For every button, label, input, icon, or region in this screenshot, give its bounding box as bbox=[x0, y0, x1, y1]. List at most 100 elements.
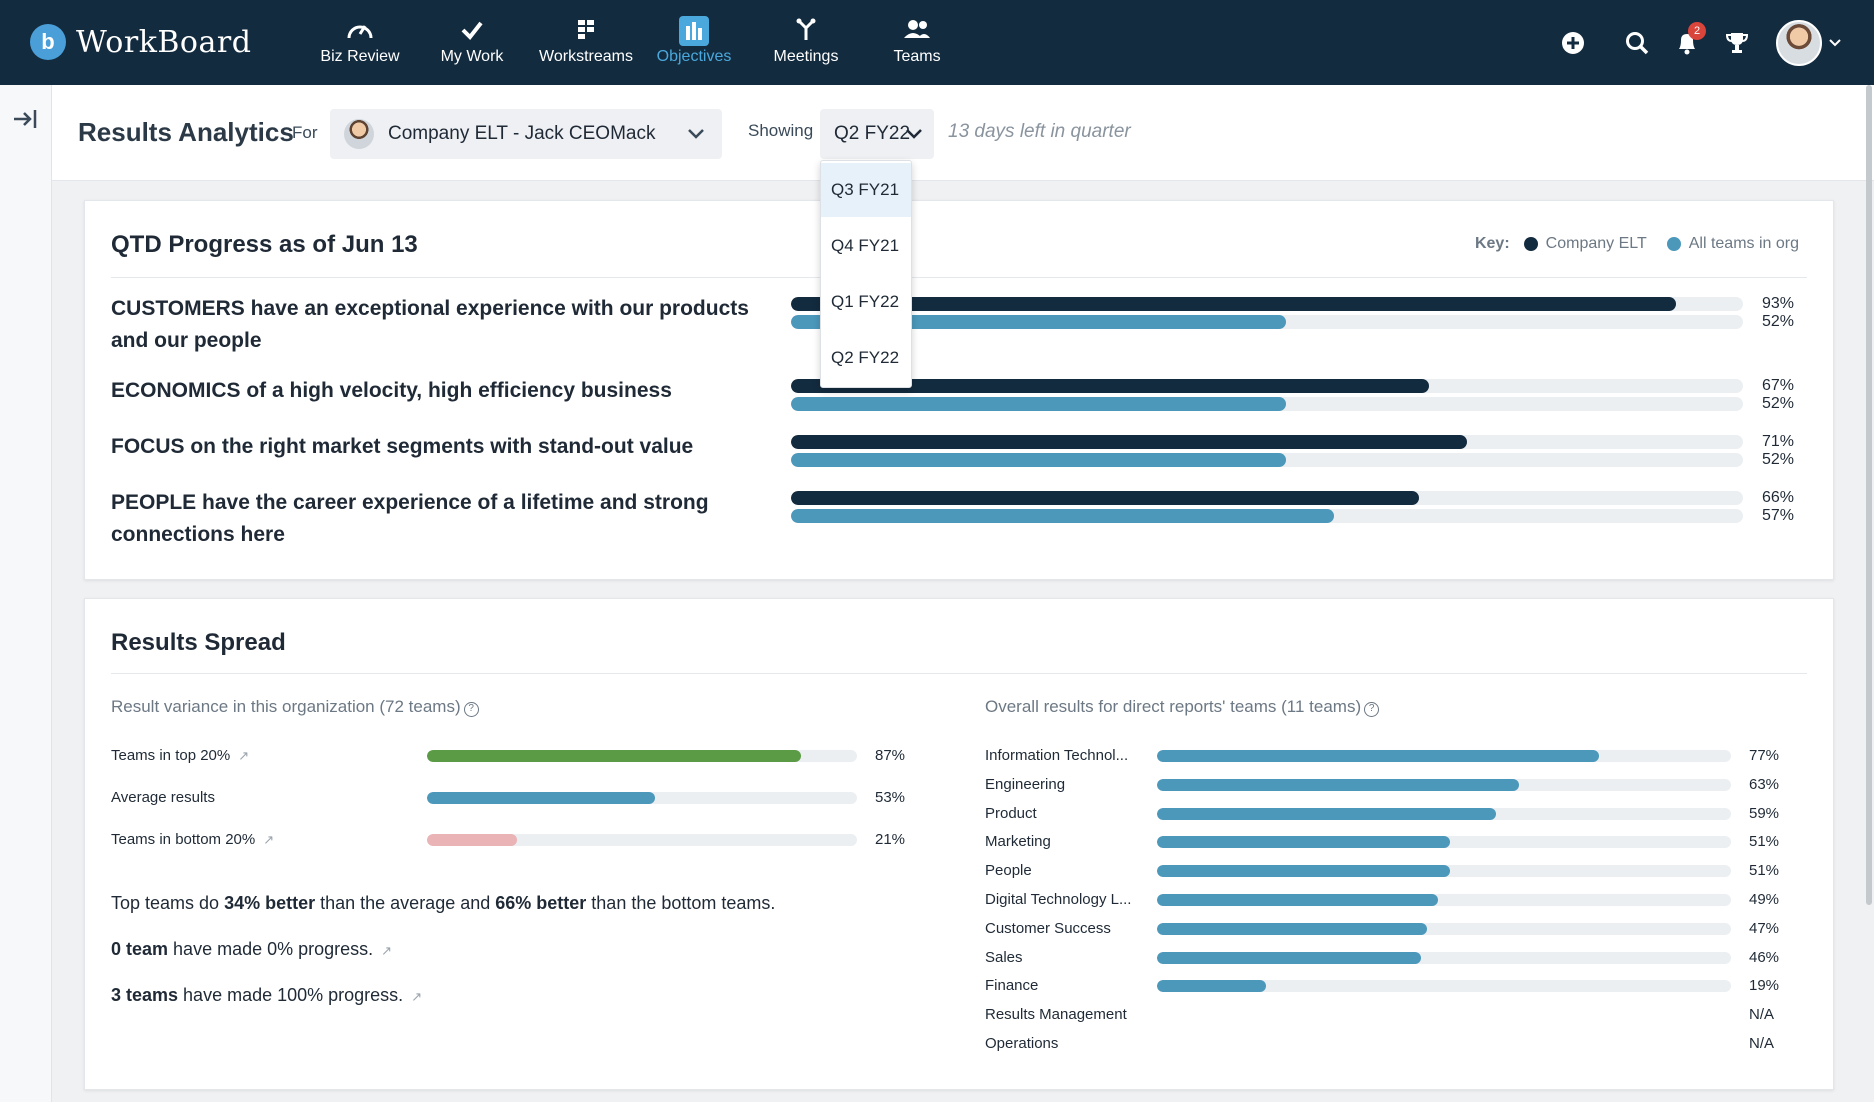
app-logo[interactable]: b WorkBoard bbox=[30, 24, 251, 60]
chevron-down-icon[interactable] bbox=[1828, 38, 1842, 48]
nav-objectives[interactable]: Objectives bbox=[634, 16, 754, 66]
direct-report-value: 77% bbox=[1749, 747, 1780, 764]
objective-label[interactable]: CUSTOMERS have an exceptional experience… bbox=[111, 297, 749, 352]
direct-report-fill bbox=[1157, 779, 1519, 791]
direct-report-team-label[interactable]: People bbox=[985, 862, 1032, 879]
direct-report-bar bbox=[1157, 779, 1731, 791]
variance-label-text: Teams in top 20% bbox=[111, 747, 231, 764]
nav-meetings[interactable]: Meetings bbox=[746, 16, 866, 66]
plus-circle-icon bbox=[1562, 32, 1584, 54]
direct-report-fill bbox=[1157, 980, 1267, 992]
external-link-icon[interactable]: ↗ bbox=[263, 832, 275, 847]
summary-text: than the bottom teams. bbox=[586, 893, 776, 913]
company-progress-bar bbox=[791, 379, 1743, 393]
variance-label-text: Teams in bottom 20% bbox=[111, 831, 256, 848]
direct-report-team-label[interactable]: Engineering bbox=[985, 776, 1066, 793]
left-rail bbox=[0, 85, 52, 1102]
company-progress-value: 67% bbox=[1762, 377, 1795, 394]
quarter-option[interactable]: Q2 FY22 bbox=[831, 348, 900, 367]
direct-report-team-label[interactable]: Sales bbox=[985, 949, 1023, 966]
legend-key-label: Key: bbox=[1474, 235, 1510, 252]
notification-count-badge: 2 bbox=[1688, 22, 1706, 40]
summary-emphasis: 3 teams bbox=[111, 985, 179, 1005]
company-progress-fill bbox=[791, 379, 1429, 393]
external-link-icon[interactable]: ↗ bbox=[411, 989, 423, 1004]
company-progress-fill bbox=[791, 297, 1677, 311]
meetings-icon bbox=[746, 16, 866, 48]
direct-report-fill bbox=[1157, 952, 1422, 964]
summary-text: Top teams do bbox=[111, 893, 225, 913]
summary-text: than the average and bbox=[315, 893, 496, 913]
nav-my-work[interactable]: My Work bbox=[412, 16, 532, 66]
quarter-option[interactable]: Q4 FY21 bbox=[831, 236, 900, 255]
direct-report-team-label[interactable]: Information Technol... bbox=[985, 747, 1129, 764]
direct-report-bar bbox=[1157, 980, 1731, 992]
page-title: Results Analytics bbox=[78, 117, 294, 147]
direct-report-team-label[interactable]: Digital Technology L... bbox=[985, 891, 1132, 908]
direct-report-team-label[interactable]: Product bbox=[985, 805, 1037, 822]
expand-sidebar-icon[interactable] bbox=[12, 107, 40, 131]
objective-label[interactable]: FOCUS on the right market segments with … bbox=[111, 435, 694, 458]
summary-zero-progress[interactable]: 0 team have made 0% progress. ↗ bbox=[111, 939, 392, 960]
quarter-option[interactable]: Q1 FY22 bbox=[831, 292, 900, 311]
variance-fill bbox=[427, 792, 655, 804]
nav-label: Teams bbox=[893, 48, 941, 65]
add-button[interactable] bbox=[1558, 28, 1588, 58]
summary-full-progress[interactable]: 3 teams have made 100% progress. ↗ bbox=[111, 985, 422, 1006]
direct-report-team-label[interactable]: Results Management bbox=[985, 1006, 1127, 1023]
days-left-text: 13 days left in quarter bbox=[948, 121, 1131, 142]
user-avatar[interactable] bbox=[1776, 20, 1822, 66]
search-icon bbox=[1626, 32, 1649, 55]
nav-label: Biz Review bbox=[320, 48, 400, 65]
variance-fill bbox=[427, 834, 518, 846]
variance-row-label[interactable]: Teams in bottom 20% ↗ bbox=[111, 831, 274, 848]
all-teams-progress-value: 52% bbox=[1762, 451, 1795, 468]
company-progress-fill bbox=[791, 435, 1467, 449]
gauge-icon bbox=[300, 16, 420, 48]
direct-report-team-label[interactable]: Marketing bbox=[985, 833, 1051, 850]
owner-select[interactable]: Company ELT - Jack CEOMack bbox=[330, 109, 722, 159]
all-teams-progress-bar bbox=[791, 397, 1743, 411]
direct-report-value: 59% bbox=[1749, 805, 1780, 822]
divider bbox=[111, 277, 1807, 278]
nav-workstreams[interactable]: Workstreams bbox=[526, 16, 646, 66]
notifications-button[interactable]: 2 bbox=[1672, 22, 1706, 58]
direct-report-fill bbox=[1157, 894, 1439, 906]
all-teams-progress-value: 52% bbox=[1762, 313, 1795, 330]
objective-label[interactable]: ECONOMICS of a high velocity, high effic… bbox=[111, 379, 672, 402]
legend-dot-all bbox=[1666, 237, 1681, 251]
direct-report-team-label[interactable]: Finance bbox=[985, 977, 1039, 994]
achievements-button[interactable] bbox=[1722, 28, 1752, 58]
quarter-select[interactable]: Q2 FY22 bbox=[820, 109, 934, 159]
help-icon[interactable]: ? bbox=[1364, 702, 1380, 717]
nav-biz-review[interactable]: Biz Review bbox=[300, 16, 420, 66]
direct-report-value: 47% bbox=[1749, 920, 1780, 937]
direct-report-value: 19% bbox=[1749, 977, 1780, 994]
variance-bar bbox=[427, 792, 857, 804]
summary-better: Top teams do 34% better than the average… bbox=[111, 893, 775, 914]
external-link-icon[interactable]: ↗ bbox=[381, 943, 393, 958]
quarter-option[interactable]: Q3 FY21 bbox=[821, 163, 911, 217]
variance-value: 21% bbox=[875, 831, 906, 848]
direct-report-team-label[interactable]: Customer Success bbox=[985, 920, 1111, 937]
workboard-logo-icon: b bbox=[30, 24, 66, 60]
chevron-down-icon bbox=[688, 129, 704, 139]
quarter-select-value: Q2 FY22 bbox=[834, 123, 911, 144]
legend-all-teams: All teams in org bbox=[1688, 235, 1799, 252]
results-spread-title: Results Spread bbox=[111, 629, 286, 656]
results-spread-card: Results Spread Result variance in this o… bbox=[84, 598, 1834, 1090]
help-icon[interactable]: ? bbox=[463, 702, 479, 717]
direct-report-team-label[interactable]: Operations bbox=[985, 1035, 1059, 1052]
chevron-down-icon bbox=[906, 129, 922, 139]
external-link-icon[interactable]: ↗ bbox=[238, 748, 250, 763]
nav-teams[interactable]: Teams bbox=[857, 16, 977, 66]
scrollbar[interactable] bbox=[1866, 85, 1872, 905]
for-label: For bbox=[292, 123, 318, 142]
workstreams-icon bbox=[526, 16, 646, 48]
variance-row-label[interactable]: Teams in top 20% ↗ bbox=[111, 747, 249, 764]
direct-report-bar bbox=[1157, 894, 1731, 906]
objective-label[interactable]: PEOPLE have the career experience of a l… bbox=[111, 491, 709, 546]
search-button[interactable] bbox=[1622, 28, 1652, 58]
variance-bar bbox=[427, 834, 857, 846]
direct-report-bar bbox=[1157, 750, 1731, 762]
